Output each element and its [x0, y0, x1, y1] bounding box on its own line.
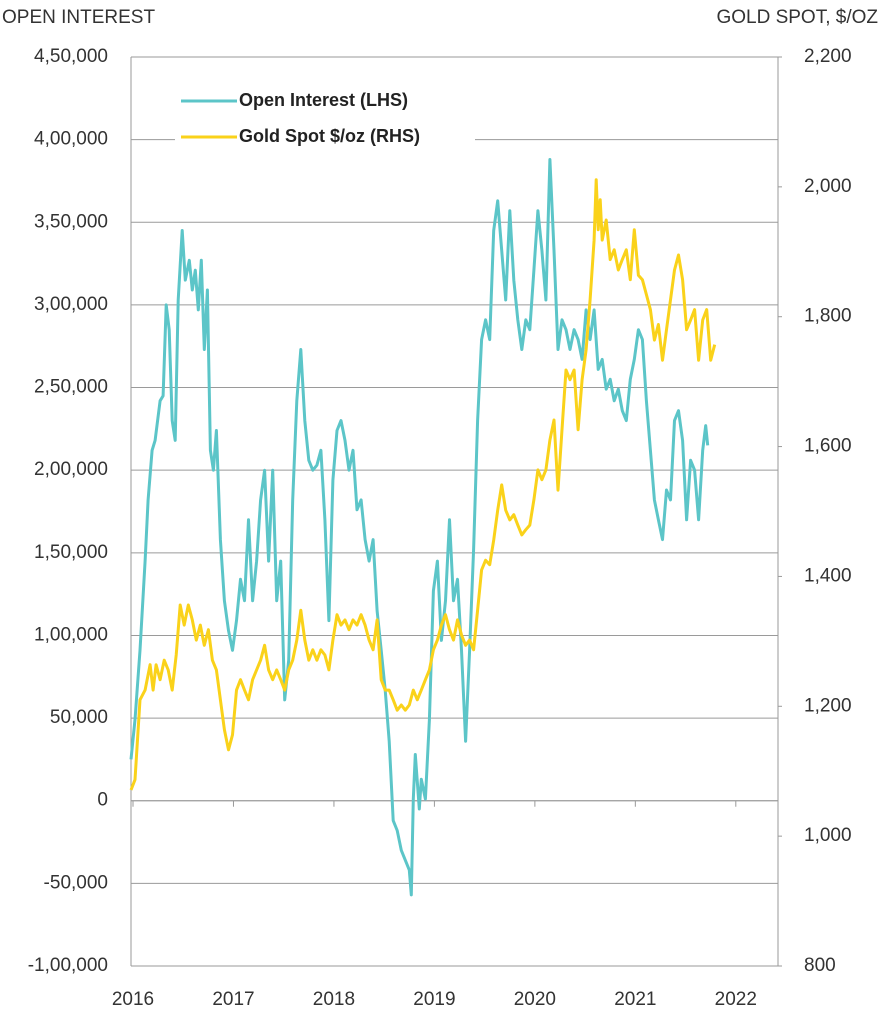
y-tick-label: 3,50,000: [34, 211, 108, 232]
series-line: [129, 158, 710, 897]
y-tick-label: 2,50,000: [34, 377, 108, 398]
legend-box: [175, 71, 475, 145]
y-axis-title: OPEN INTEREST: [2, 7, 155, 28]
y-tick-label: 4,00,000: [34, 129, 108, 150]
y-tick-label: -1,00,000: [28, 955, 108, 976]
y-tick-label: 0: [97, 790, 108, 811]
y-tick-label: 1,00,000: [34, 624, 108, 645]
y-tick-label: 2,00,000: [34, 459, 108, 480]
y2-tick-label: 2,000: [804, 176, 852, 197]
legend-label: Gold Spot $/oz (RHS): [239, 126, 420, 146]
x-tick-label: 2020: [514, 989, 556, 1010]
x-tick-label: 2019: [413, 989, 455, 1010]
series-line: [129, 178, 717, 791]
y2-tick-label: 1,400: [804, 565, 852, 586]
y2-tick-label: 1,800: [804, 306, 852, 327]
y-tick-label: -50,000: [44, 872, 108, 893]
x-tick-label: 2017: [212, 989, 254, 1010]
y2-axis-title: GOLD SPOT, $/OZ: [716, 7, 878, 28]
x-tick-label: 2016: [112, 989, 154, 1010]
y-tick-label: 50,000: [50, 707, 108, 728]
y2-tick-label: 2,200: [804, 46, 852, 67]
y2-tick-label: 800: [804, 955, 836, 976]
y-tick-label: 1,50,000: [34, 542, 108, 563]
y-tick-label: 3,00,000: [34, 294, 108, 315]
y2-tick-label: 1,200: [804, 695, 852, 716]
x-tick-label: 2021: [614, 989, 656, 1010]
y2-tick-label: 1,600: [804, 436, 852, 457]
y2-tick-label: 1,000: [804, 825, 852, 846]
legend-label: Open Interest (LHS): [239, 90, 408, 110]
x-tick-label: 2018: [313, 989, 355, 1010]
x-tick-label: 2022: [715, 989, 757, 1010]
y-tick-label: 4,50,000: [34, 46, 108, 67]
